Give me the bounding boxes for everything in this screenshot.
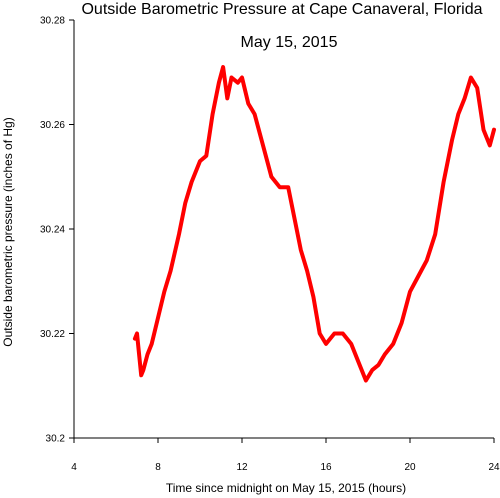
y-tick-label: 30.26 <box>40 120 65 131</box>
x-tick-label: 20 <box>404 462 416 473</box>
x-tick-label: 12 <box>236 462 248 473</box>
x-axis-label: Time since midnight on May 15, 2015 (hou… <box>166 481 406 495</box>
y-tick-label: 30.22 <box>40 329 65 340</box>
x-tick-label: 8 <box>155 462 161 473</box>
axes <box>73 20 494 439</box>
series-layer <box>132 65 496 383</box>
y-ticks: 30.2 30.22 30.24 30.26 30.28 <box>40 16 74 445</box>
chart-title: Outside Barometric Pressure at Cape Cana… <box>81 1 482 18</box>
y-axis-label: Outside barometric pressure (inches of H… <box>1 117 15 346</box>
y-tick-label: 30.24 <box>40 225 65 236</box>
x-ticks: 4 8 12 16 20 24 <box>71 438 500 473</box>
y-tick-label: 30.2 <box>46 434 66 445</box>
y-tick-label: 30.28 <box>40 16 65 27</box>
series-line-0 <box>132 65 496 383</box>
chart-subtitle: May 15, 2015 <box>241 34 338 51</box>
x-tick-label: 24 <box>488 462 500 473</box>
x-tick-label: 16 <box>320 462 332 473</box>
x-tick-label: 4 <box>71 462 77 473</box>
